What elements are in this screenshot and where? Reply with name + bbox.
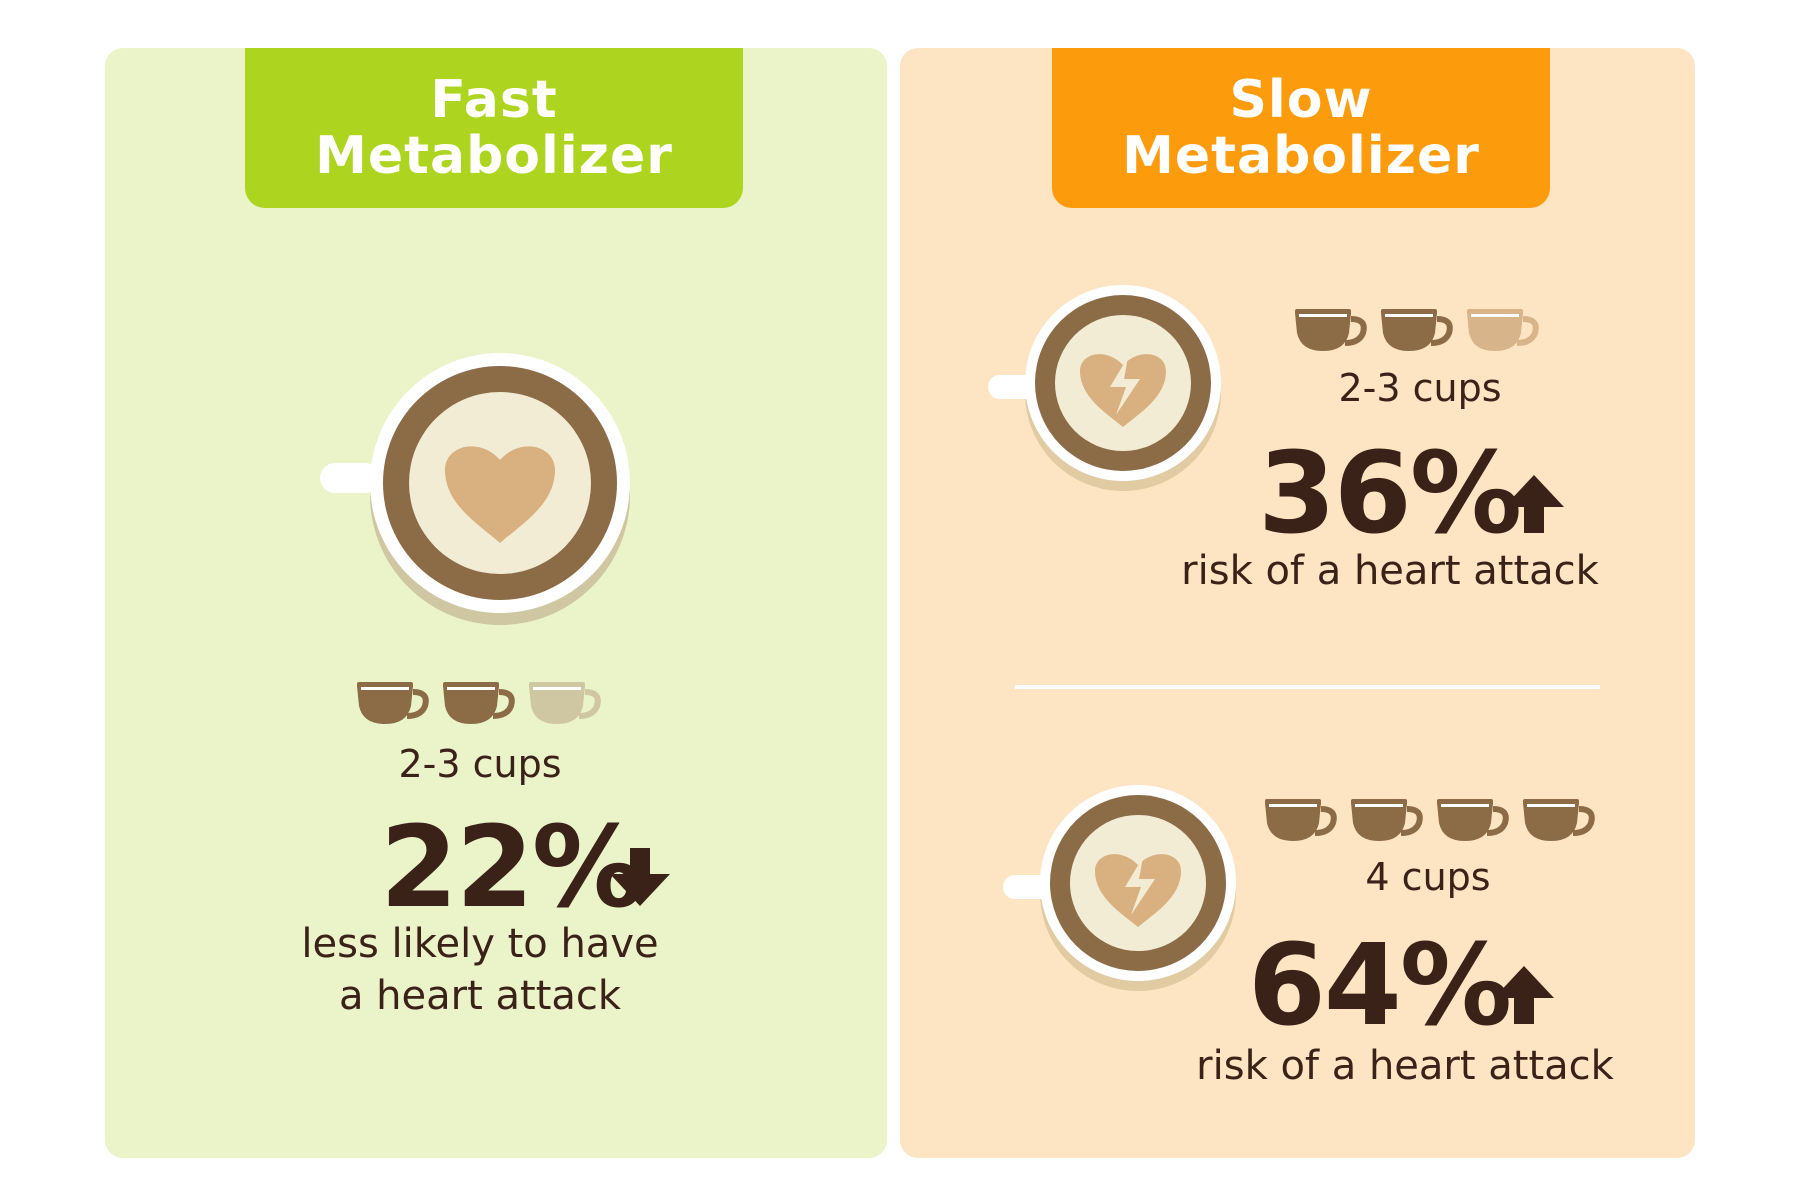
slow-title-line2: Metabolizer xyxy=(1122,126,1480,186)
fast-title-line1: Fast xyxy=(430,70,558,130)
slow-title-line1: Slow xyxy=(1229,70,1373,130)
coffee-cup-broken-heart-icon xyxy=(1003,785,1236,991)
slow-case1-percent: 36% xyxy=(1258,429,1522,559)
mini-cup-filled-icon xyxy=(357,682,429,724)
fast-description-line2: a heart attack xyxy=(338,973,622,1019)
arrow-up-icon xyxy=(1494,966,1554,1024)
arrow-up-icon xyxy=(1504,475,1564,533)
mini-cup-filled-icon xyxy=(1523,799,1595,841)
mini-cup-filled-icon xyxy=(1381,309,1453,351)
slow-case2-description: risk of a heart attack xyxy=(1196,1043,1614,1089)
mini-cup-filled-icon xyxy=(1265,799,1337,841)
fast-cup-count xyxy=(355,678,603,726)
slow-case1-cups-label: 2-3 cups xyxy=(1338,366,1502,410)
mini-cup-filled-icon xyxy=(1351,799,1423,841)
coffee-cup-broken-heart-icon xyxy=(988,285,1221,491)
fast-description: less likely to have a heart attack xyxy=(255,918,705,1022)
slow-metabolizer-panel xyxy=(900,48,1695,1158)
arrow-down-icon xyxy=(610,848,670,906)
fast-metabolizer-header: Fast Metabolizer xyxy=(245,48,743,208)
section-divider xyxy=(1015,685,1600,689)
mini-cup-filled-icon xyxy=(1437,799,1509,841)
fast-description-line1: less likely to have xyxy=(301,921,659,967)
fast-percent: 22% xyxy=(380,803,644,933)
mini-cup-faded-icon xyxy=(1467,309,1539,351)
mini-cup-filled-icon xyxy=(443,682,515,724)
slow-case2-cup-count xyxy=(1263,795,1597,843)
coffee-cup-heart-icon xyxy=(320,353,630,625)
slow-case2-cups-label: 4 cups xyxy=(1365,855,1491,899)
mini-cup-filled-icon xyxy=(1295,309,1367,351)
mini-cup-faded-icon xyxy=(529,682,601,724)
slow-case1-description: risk of a heart attack xyxy=(1181,548,1599,594)
fast-title-line2: Metabolizer xyxy=(315,126,673,186)
slow-case1-cup-count xyxy=(1293,305,1541,353)
fast-cups-label: 2-3 cups xyxy=(398,742,562,786)
slow-case2-percent: 64% xyxy=(1248,921,1512,1051)
slow-metabolizer-header: Slow Metabolizer xyxy=(1052,48,1550,208)
